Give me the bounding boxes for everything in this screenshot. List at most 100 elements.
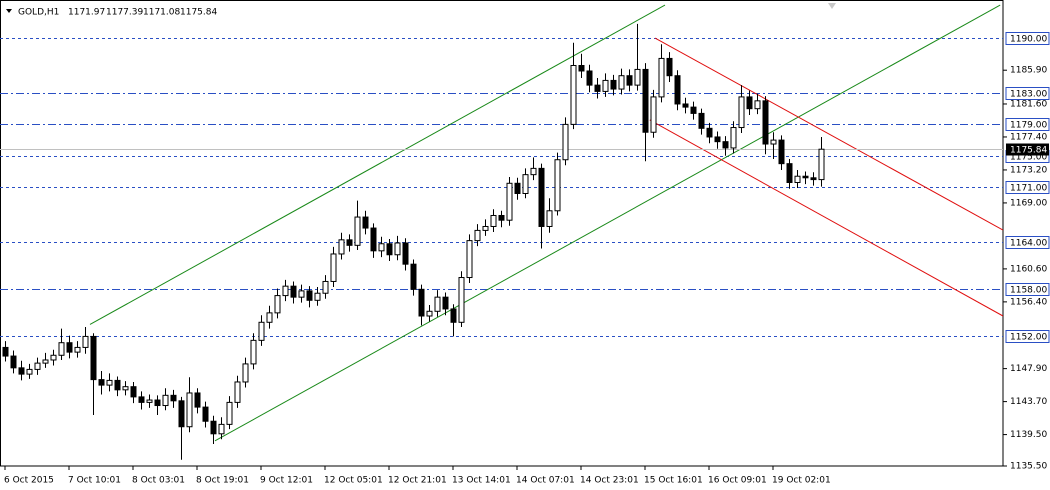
level-label: 1190.00 [1010,35,1047,45]
level-label-box [1005,32,1050,45]
candle-body [794,175,801,184]
candle-body [522,174,529,194]
candle-body [290,285,297,298]
candle-body [434,296,441,312]
axes: 1135.50 1139.50 1143.70 1147.90 1156.40 1160.… [4,32,1050,486]
candle-body [402,242,409,265]
candle-body [306,290,313,301]
candle-body [130,386,137,398]
y-tick-label: 1143.70 [1010,397,1047,407]
level-label-box [1005,118,1050,131]
candle-body [42,359,49,364]
candle-body [274,295,281,314]
y-tick-label: 1135.50 [1010,462,1047,472]
y-tick-label: 1160.60 [1010,264,1047,274]
candle-body [506,182,513,221]
candle-body [658,57,665,98]
candle-body [530,167,537,176]
candle-body [226,401,233,425]
candle-body [330,253,337,282]
candle-body [178,400,185,428]
candle-body [66,342,73,353]
candle-body [730,127,737,149]
plot-area [0,4,1003,460]
x-tick-label: 15 Oct 16:01 [644,476,703,486]
candle-body [426,310,433,317]
y-tick-label: 1181.60 [1010,99,1047,109]
candle-body [74,346,81,353]
candle-body [362,216,369,229]
candle-body [122,386,129,391]
candle-body [818,148,825,181]
candle-body [738,96,745,129]
candle-body [370,227,377,252]
candle-body [578,64,585,72]
candle-body [2,346,9,357]
candle-body [170,394,177,402]
level-label: 1158.00 [1010,286,1047,296]
symbol-title: GOLD,H1 [18,8,59,18]
candle-body [490,214,497,227]
candle-body [186,392,193,428]
y-tick-label: 1173.20 [1010,165,1047,175]
shift-marker [828,3,836,9]
candle-body [674,75,681,105]
candle-body [418,288,425,317]
candle-body [298,290,305,298]
candle-body [26,368,33,375]
candle-body [442,296,449,310]
trendline [214,4,1001,442]
last-high: 1177.39 [106,8,143,18]
candle-body [50,354,57,361]
candle-body [666,57,673,77]
candle-body [194,392,201,408]
x-tick-label: 12 Oct 05:01 [324,476,383,486]
candle-body [258,321,265,341]
candle-body [250,339,257,365]
candle-body [338,239,345,255]
trendline [649,119,1003,317]
candle-body [322,280,329,294]
candle-body [634,68,641,86]
level-label-box [1005,87,1050,100]
candle-body [770,139,777,145]
candle-body [706,127,713,138]
x-tick-label: 14 Oct 07:01 [516,476,575,486]
candle-body [810,177,817,181]
level-label: 1171.00 [1010,184,1047,194]
candle-body [618,75,625,90]
x-tick-label: 7 Oct 10:01 [68,476,121,486]
header: GOLD,H1 1171.97 1177.39 1171.08 1175.84 [6,8,217,18]
candle-body [602,79,609,92]
candle-body [106,379,113,386]
candle-body [218,423,225,435]
candle-body [762,100,769,145]
candle-body [162,394,169,407]
level-label: 1183.00 [1010,90,1047,100]
candle-body [18,367,25,375]
candle-body [650,96,657,133]
candle-body [722,141,729,149]
candle-body [754,100,761,110]
candle-body [138,396,145,403]
last-close: 1175.84 [180,8,217,18]
candle-body [154,399,161,407]
candle-body [210,420,217,435]
y-tick-label: 1185.90 [1010,66,1047,76]
y-tick-label: 1147.90 [1010,364,1047,374]
candle-body [474,229,481,242]
candle-body [266,312,273,323]
candle-body [114,379,121,391]
candle-body [234,381,241,403]
candle-body [682,103,689,108]
y-tick-label: 1139.50 [1010,430,1047,440]
candle-body [10,355,17,369]
candle-body [514,182,521,194]
candle-body [450,308,457,323]
trendline [654,37,1003,231]
y-tick-label: 1169.00 [1010,198,1047,208]
candle-body [538,167,545,227]
candle-body [466,240,473,279]
candle-body [698,112,705,129]
